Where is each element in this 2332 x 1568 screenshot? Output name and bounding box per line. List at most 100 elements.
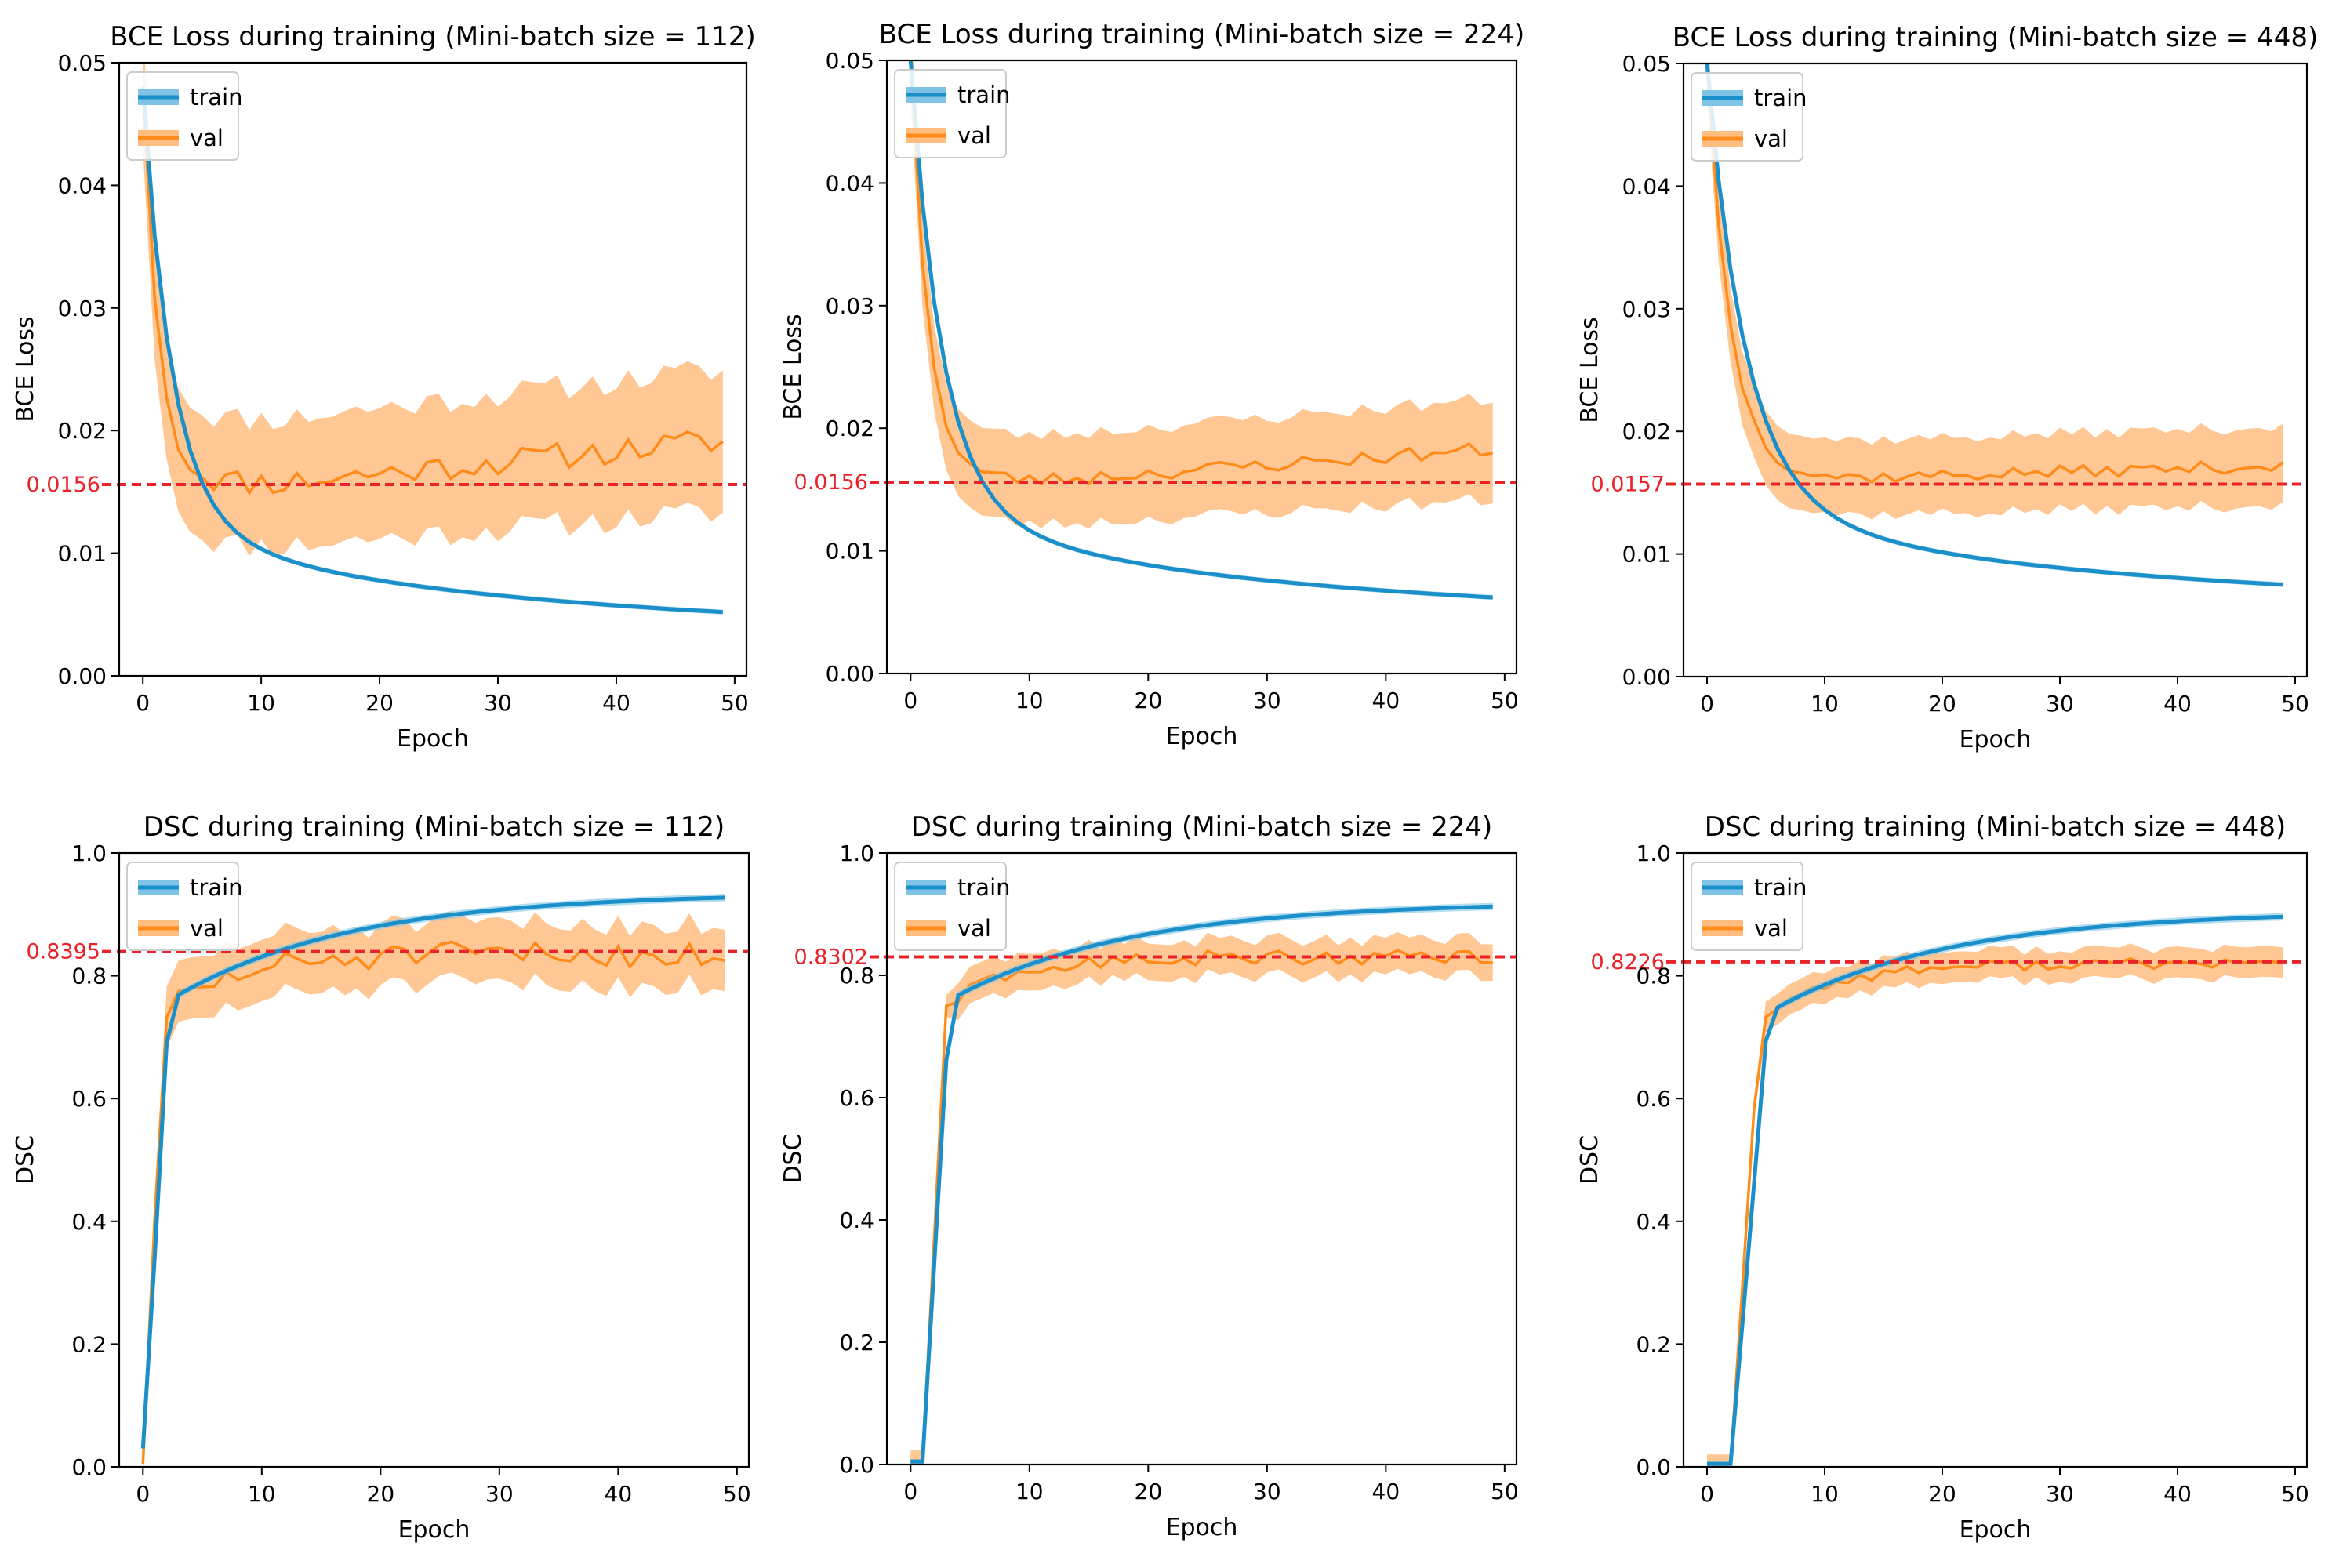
y-tick-label: 0.01	[826, 539, 874, 564]
y-tick-label: 0.00	[1622, 664, 1671, 690]
x-tick-label: 20	[1928, 691, 1956, 717]
y-tick-label: 0.05	[58, 50, 107, 76]
x-axis-label: Epoch	[397, 725, 469, 753]
train-line	[140, 87, 723, 615]
val-band	[143, 911, 725, 1467]
y-tick-label: 0.0	[839, 1452, 874, 1478]
x-tick-label: 0	[136, 690, 150, 716]
chart-panel-5: 0.8302 0 10 20 30 40 50 0.0 0.2 0.4 0.6 0.8 1.0 DSC d…	[779, 811, 1519, 1541]
chart-title: DSC during training (Mini-batch size = 1…	[143, 811, 725, 843]
train-line	[1705, 64, 2284, 587]
axes-frame	[118, 61, 748, 677]
legend-label-train: train	[957, 82, 1011, 108]
y-tick-label: 0.4	[839, 1207, 874, 1233]
x-axis-label: Epoch	[1166, 723, 1238, 750]
x-axis-label: Epoch	[1960, 726, 2032, 753]
x-tick-label: 10	[1811, 1481, 1839, 1507]
x-tick-label: 40	[1372, 688, 1400, 713]
x-tick-label: 50	[2281, 691, 2309, 717]
chart-panel-6: 0.8226 0 10 20 30 40 50 0.0 0.2 0.4 0.6 0.8 1.0 DSC d…	[1576, 811, 2309, 1544]
best-value-label: 0.8395	[27, 940, 100, 964]
x-tick-label: 0	[903, 1479, 917, 1504]
x-tick-label: 30	[485, 1481, 514, 1507]
x-tick-label: 30	[484, 690, 512, 716]
chart-title: BCE Loss during training (Mini-batch siz…	[879, 19, 1524, 50]
x-tick-label: 10	[1811, 691, 1839, 717]
legend-label-val: val	[190, 125, 223, 151]
legend-label-train: train	[1754, 874, 1807, 901]
legend-label-val: val	[957, 915, 991, 942]
chart-title: DSC during training (Mini-batch size = 2…	[911, 811, 1493, 843]
chart-panel-1: 0.0156 0 10 20 30 40 50 0.00 0.01 0.02 0.03 0.04 0.0…	[12, 21, 756, 753]
y-tick-label: 0.05	[826, 48, 874, 74]
x-tick-label: 20	[367, 1481, 395, 1507]
x-tick-label: 40	[605, 1481, 633, 1507]
y-tick-label: 0.8	[71, 964, 107, 989]
x-tick-label: 0	[136, 1481, 150, 1507]
y-tick-label: 0.02	[1622, 419, 1671, 445]
plot-area	[140, 63, 724, 615]
y-tick-label: 0.6	[1636, 1086, 1671, 1112]
val-line	[1707, 956, 2284, 1465]
y-tick-label: 1.0	[1636, 840, 1671, 866]
x-tick-label: 0	[1700, 1481, 1714, 1507]
best-value-label: 0.8226	[1591, 950, 1665, 975]
train-line	[908, 60, 1493, 600]
val-band	[910, 931, 1493, 1465]
x-axis-label: Epoch	[1166, 1514, 1238, 1541]
legend-label-val: val	[1754, 915, 1788, 942]
y-tick-label: 0.0	[71, 1454, 107, 1480]
y-tick-label: 0.00	[826, 661, 874, 687]
x-tick-label: 40	[602, 690, 630, 716]
x-tick-label: 50	[721, 690, 749, 716]
x-tick-label: 20	[1135, 1479, 1163, 1504]
legend-label-train: train	[190, 84, 243, 111]
x-tick-label: 20	[365, 690, 394, 716]
y-tick-label: 0.8	[1636, 964, 1671, 989]
y-tick-label: 0.4	[1636, 1209, 1671, 1235]
y-tick-label: 0.01	[1622, 542, 1671, 568]
x-tick-label: 30	[2046, 1481, 2074, 1507]
y-axis-label: DSC	[779, 1134, 807, 1183]
plot-area	[910, 902, 1493, 1465]
best-value-label: 0.8302	[794, 945, 868, 969]
train-line	[140, 895, 725, 1449]
x-tick-label: 40	[1372, 1479, 1400, 1504]
legend-label-val: val	[1754, 125, 1788, 152]
axes-frame	[1682, 62, 2308, 678]
legend-label-val: val	[190, 915, 223, 942]
y-axis-label: DSC	[12, 1135, 39, 1185]
legend: train val	[1691, 862, 1807, 951]
chart-title: DSC during training (Mini-batch size = 4…	[1705, 811, 2287, 843]
y-tick-label: 0.2	[839, 1330, 874, 1356]
legend: train val	[126, 71, 243, 161]
y-axis-label: BCE Loss	[12, 316, 39, 422]
x-tick-label: 40	[2163, 691, 2192, 717]
y-tick-label: 0.2	[1636, 1331, 1671, 1357]
x-tick-label: 10	[247, 690, 275, 716]
val-line	[909, 60, 1493, 486]
train-line	[910, 904, 1493, 1464]
val-line	[910, 949, 1493, 1463]
x-axis-label: Epoch	[398, 1516, 470, 1544]
train-line	[1707, 914, 2284, 1466]
val-band	[910, 60, 1493, 529]
x-tick-label: 20	[1928, 1481, 1956, 1507]
axes-frame	[1682, 851, 2308, 1468]
plot-area	[1707, 913, 2284, 1467]
val-line	[1705, 64, 2285, 484]
x-tick-label: 50	[1491, 1479, 1519, 1504]
x-tick-label: 30	[2046, 691, 2074, 717]
y-tick-label: 1.0	[839, 840, 874, 866]
best-value-label: 0.0156	[27, 473, 100, 497]
x-tick-label: 20	[1135, 688, 1163, 713]
y-tick-label: 0.8	[839, 963, 874, 989]
y-axis-label: BCE Loss	[779, 314, 807, 419]
x-tick-label: 10	[1015, 688, 1044, 713]
legend: train val	[894, 69, 1011, 158]
legend: train val	[894, 862, 1011, 951]
y-tick-label: 0.03	[1622, 296, 1671, 322]
x-tick-label: 40	[2163, 1481, 2192, 1507]
y-tick-label: 0.6	[839, 1085, 874, 1111]
